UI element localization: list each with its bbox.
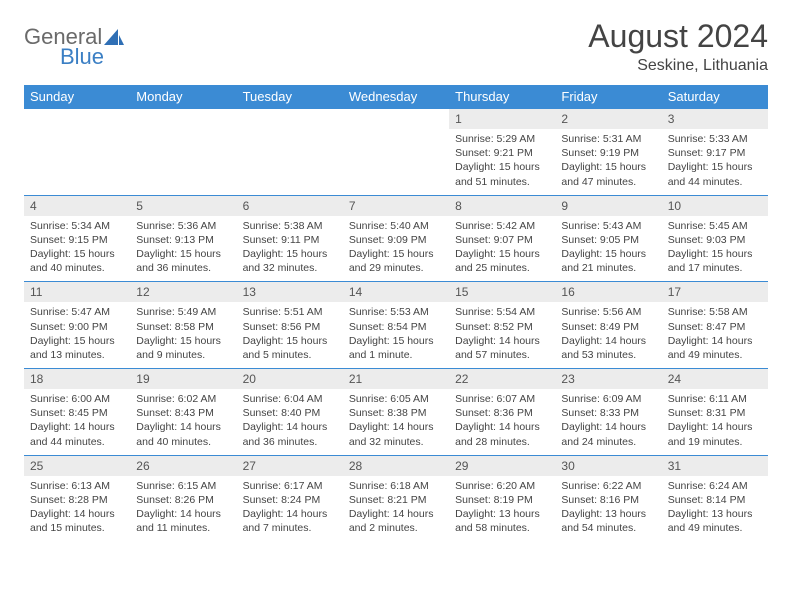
day-number-cell: 12 [130,282,236,303]
day-content-cell: Sunrise: 5:49 AMSunset: 8:58 PMDaylight:… [130,302,236,368]
location-label: Seskine, Lithuania [588,57,768,75]
day-content-cell: Sunrise: 5:42 AMSunset: 9:07 PMDaylight:… [449,216,555,282]
day-content-cell: Sunrise: 6:11 AMSunset: 8:31 PMDaylight:… [662,389,768,455]
day-number-row: 11121314151617 [24,282,768,303]
weekday-header: Wednesday [343,85,449,109]
day-number-cell: 4 [24,195,130,216]
weekday-header-row: Sunday Monday Tuesday Wednesday Thursday… [24,85,768,109]
day-number-cell: 29 [449,455,555,476]
day-content-cell: Sunrise: 6:17 AMSunset: 8:24 PMDaylight:… [237,476,343,542]
day-number-cell: 20 [237,369,343,390]
day-number-row: 18192021222324 [24,369,768,390]
day-number-cell: 18 [24,369,130,390]
day-content-cell: Sunrise: 6:24 AMSunset: 8:14 PMDaylight:… [662,476,768,542]
day-content-cell: Sunrise: 5:53 AMSunset: 8:54 PMDaylight:… [343,302,449,368]
day-number-cell: 19 [130,369,236,390]
day-content-cell: Sunrise: 5:31 AMSunset: 9:19 PMDaylight:… [555,129,661,195]
day-number-cell: 9 [555,195,661,216]
day-content-cell: Sunrise: 5:33 AMSunset: 9:17 PMDaylight:… [662,129,768,195]
day-number-cell: 17 [662,282,768,303]
day-number-cell: 3 [662,109,768,130]
day-number-cell [24,109,130,130]
day-content-row: Sunrise: 5:34 AMSunset: 9:15 PMDaylight:… [24,216,768,282]
day-number-cell: 7 [343,195,449,216]
weekday-header: Monday [130,85,236,109]
day-content-cell: Sunrise: 5:34 AMSunset: 9:15 PMDaylight:… [24,216,130,282]
day-content-cell [343,129,449,195]
day-number-cell: 16 [555,282,661,303]
day-number-cell: 24 [662,369,768,390]
day-number-cell: 21 [343,369,449,390]
day-number-cell: 23 [555,369,661,390]
day-number-row: 123 [24,109,768,130]
weekday-header: Thursday [449,85,555,109]
calendar-table: Sunday Monday Tuesday Wednesday Thursday… [24,85,768,541]
day-number-cell: 1 [449,109,555,130]
logo-sail-icon [104,29,124,45]
day-content-cell: Sunrise: 6:04 AMSunset: 8:40 PMDaylight:… [237,389,343,455]
day-number-cell: 27 [237,455,343,476]
day-content-cell: Sunrise: 6:09 AMSunset: 8:33 PMDaylight:… [555,389,661,455]
day-number-cell: 14 [343,282,449,303]
day-number-cell: 15 [449,282,555,303]
day-number-cell: 28 [343,455,449,476]
day-content-cell [237,129,343,195]
day-number-cell: 2 [555,109,661,130]
day-content-cell: Sunrise: 5:54 AMSunset: 8:52 PMDaylight:… [449,302,555,368]
day-content-cell: Sunrise: 5:56 AMSunset: 8:49 PMDaylight:… [555,302,661,368]
calendar-body: 123Sunrise: 5:29 AMSunset: 9:21 PMDaylig… [24,109,768,542]
day-content-cell: Sunrise: 6:05 AMSunset: 8:38 PMDaylight:… [343,389,449,455]
day-content-row: Sunrise: 5:47 AMSunset: 9:00 PMDaylight:… [24,302,768,368]
month-title: August 2024 [588,18,768,55]
day-content-cell: Sunrise: 5:51 AMSunset: 8:56 PMDaylight:… [237,302,343,368]
title-block: August 2024 Seskine, Lithuania [588,18,768,75]
day-number-cell: 11 [24,282,130,303]
day-content-cell: Sunrise: 6:02 AMSunset: 8:43 PMDaylight:… [130,389,236,455]
day-content-cell: Sunrise: 5:58 AMSunset: 8:47 PMDaylight:… [662,302,768,368]
day-number-cell [237,109,343,130]
weekday-header: Sunday [24,85,130,109]
day-number-cell: 26 [130,455,236,476]
day-number-cell [130,109,236,130]
day-content-cell: Sunrise: 6:13 AMSunset: 8:28 PMDaylight:… [24,476,130,542]
day-content-row: Sunrise: 6:13 AMSunset: 8:28 PMDaylight:… [24,476,768,542]
weekday-header: Tuesday [237,85,343,109]
day-content-cell: Sunrise: 6:00 AMSunset: 8:45 PMDaylight:… [24,389,130,455]
day-content-cell: Sunrise: 6:20 AMSunset: 8:19 PMDaylight:… [449,476,555,542]
day-number-row: 25262728293031 [24,455,768,476]
day-content-row: Sunrise: 5:29 AMSunset: 9:21 PMDaylight:… [24,129,768,195]
page-header: General Blue August 2024 Seskine, Lithua… [24,18,768,75]
day-content-cell [130,129,236,195]
weekday-header: Saturday [662,85,768,109]
day-number-cell: 22 [449,369,555,390]
logo: General Blue [24,18,124,70]
day-number-cell: 30 [555,455,661,476]
day-content-cell: Sunrise: 5:38 AMSunset: 9:11 PMDaylight:… [237,216,343,282]
day-content-cell: Sunrise: 5:45 AMSunset: 9:03 PMDaylight:… [662,216,768,282]
day-content-cell: Sunrise: 5:40 AMSunset: 9:09 PMDaylight:… [343,216,449,282]
logo-word-2: Blue [24,44,104,70]
day-content-cell: Sunrise: 5:43 AMSunset: 9:05 PMDaylight:… [555,216,661,282]
day-content-cell: Sunrise: 5:47 AMSunset: 9:00 PMDaylight:… [24,302,130,368]
day-number-cell [343,109,449,130]
day-content-cell: Sunrise: 5:36 AMSunset: 9:13 PMDaylight:… [130,216,236,282]
day-content-row: Sunrise: 6:00 AMSunset: 8:45 PMDaylight:… [24,389,768,455]
day-content-cell: Sunrise: 5:29 AMSunset: 9:21 PMDaylight:… [449,129,555,195]
day-number-cell: 31 [662,455,768,476]
day-number-cell: 13 [237,282,343,303]
day-number-cell: 8 [449,195,555,216]
day-number-cell: 10 [662,195,768,216]
day-content-cell: Sunrise: 6:18 AMSunset: 8:21 PMDaylight:… [343,476,449,542]
day-number-cell: 6 [237,195,343,216]
day-number-cell: 25 [24,455,130,476]
weekday-header: Friday [555,85,661,109]
day-content-cell: Sunrise: 6:22 AMSunset: 8:16 PMDaylight:… [555,476,661,542]
day-number-cell: 5 [130,195,236,216]
day-number-row: 45678910 [24,195,768,216]
day-content-cell [24,129,130,195]
day-content-cell: Sunrise: 6:07 AMSunset: 8:36 PMDaylight:… [449,389,555,455]
day-content-cell: Sunrise: 6:15 AMSunset: 8:26 PMDaylight:… [130,476,236,542]
